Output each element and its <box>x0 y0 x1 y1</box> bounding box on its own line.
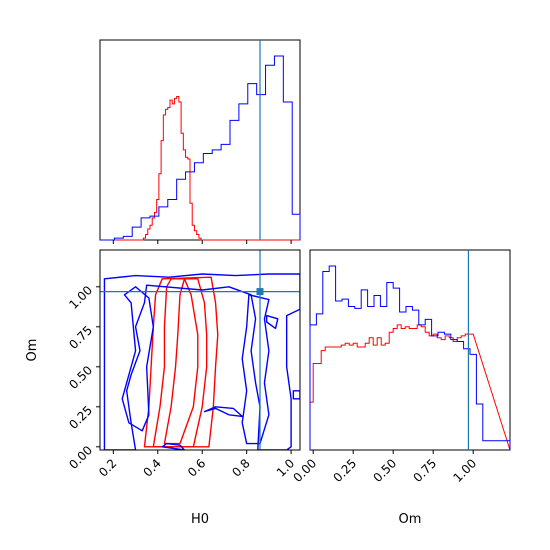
contour-ytick-label: 0.75 <box>66 323 95 352</box>
contour-xtick-label: 0.8 <box>229 456 252 479</box>
histogram-panel-om: 0.00 0.25 0.50 0.75 1.00 <box>291 249 511 485</box>
contour-blue-inner-9 <box>292 390 300 400</box>
contour-blue-outer-3 <box>103 273 300 450</box>
hist-om-xtick-label: 0.75 <box>411 456 440 485</box>
hist-om-xtick-label: 0.50 <box>371 456 400 485</box>
hist-h0-frame <box>99 39 301 241</box>
hist-om-xtick-label: 0.25 <box>331 456 360 485</box>
contour-red-inner-0 <box>163 278 199 445</box>
hist-om-xtick-label: 0.00 <box>291 456 320 485</box>
contour-ytick-label: 0.50 <box>66 363 95 392</box>
hist-h0-series-red <box>100 95 300 241</box>
contour-ytick-label: 1.00 <box>66 283 95 312</box>
hist-om-series-red <box>309 324 511 451</box>
hist-h0-series-blue <box>100 55 301 241</box>
contour-xtick-label: 0.4 <box>140 456 163 479</box>
hist-om-frame <box>309 249 511 451</box>
contour-blue-inner-6 <box>203 406 243 418</box>
contour-ytick-label: 0.00 <box>66 443 95 472</box>
x-axis-label-h0: H0 <box>191 512 209 527</box>
histogram-panel-h0 <box>99 39 301 244</box>
contour-xtick-label: 0.6 <box>185 456 208 479</box>
contour-blue-inner-4 <box>121 286 155 432</box>
contour-panel-h0-om: 0.2 0.4 0.6 0.8 1.00.000.250.500.751.00 <box>66 249 301 480</box>
contour-lines-group <box>103 273 300 450</box>
contour-xtick-label: 0.2 <box>96 456 119 479</box>
hist-om-xtick-label: 1.00 <box>451 456 480 485</box>
contour-red-outer-2 <box>143 276 219 448</box>
contour-ytick-label: 0.25 <box>66 403 95 432</box>
contour-blue-inner-7 <box>161 442 186 450</box>
contour-red-mid-1 <box>152 278 208 448</box>
y-axis-label-om: Om <box>25 339 40 362</box>
contour-frame <box>99 249 301 451</box>
hist-om-series-blue <box>309 265 511 450</box>
truth-point-marker <box>256 288 264 296</box>
contour-blue-inner-8 <box>265 314 279 330</box>
x-axis-label-om: Om <box>399 512 422 527</box>
